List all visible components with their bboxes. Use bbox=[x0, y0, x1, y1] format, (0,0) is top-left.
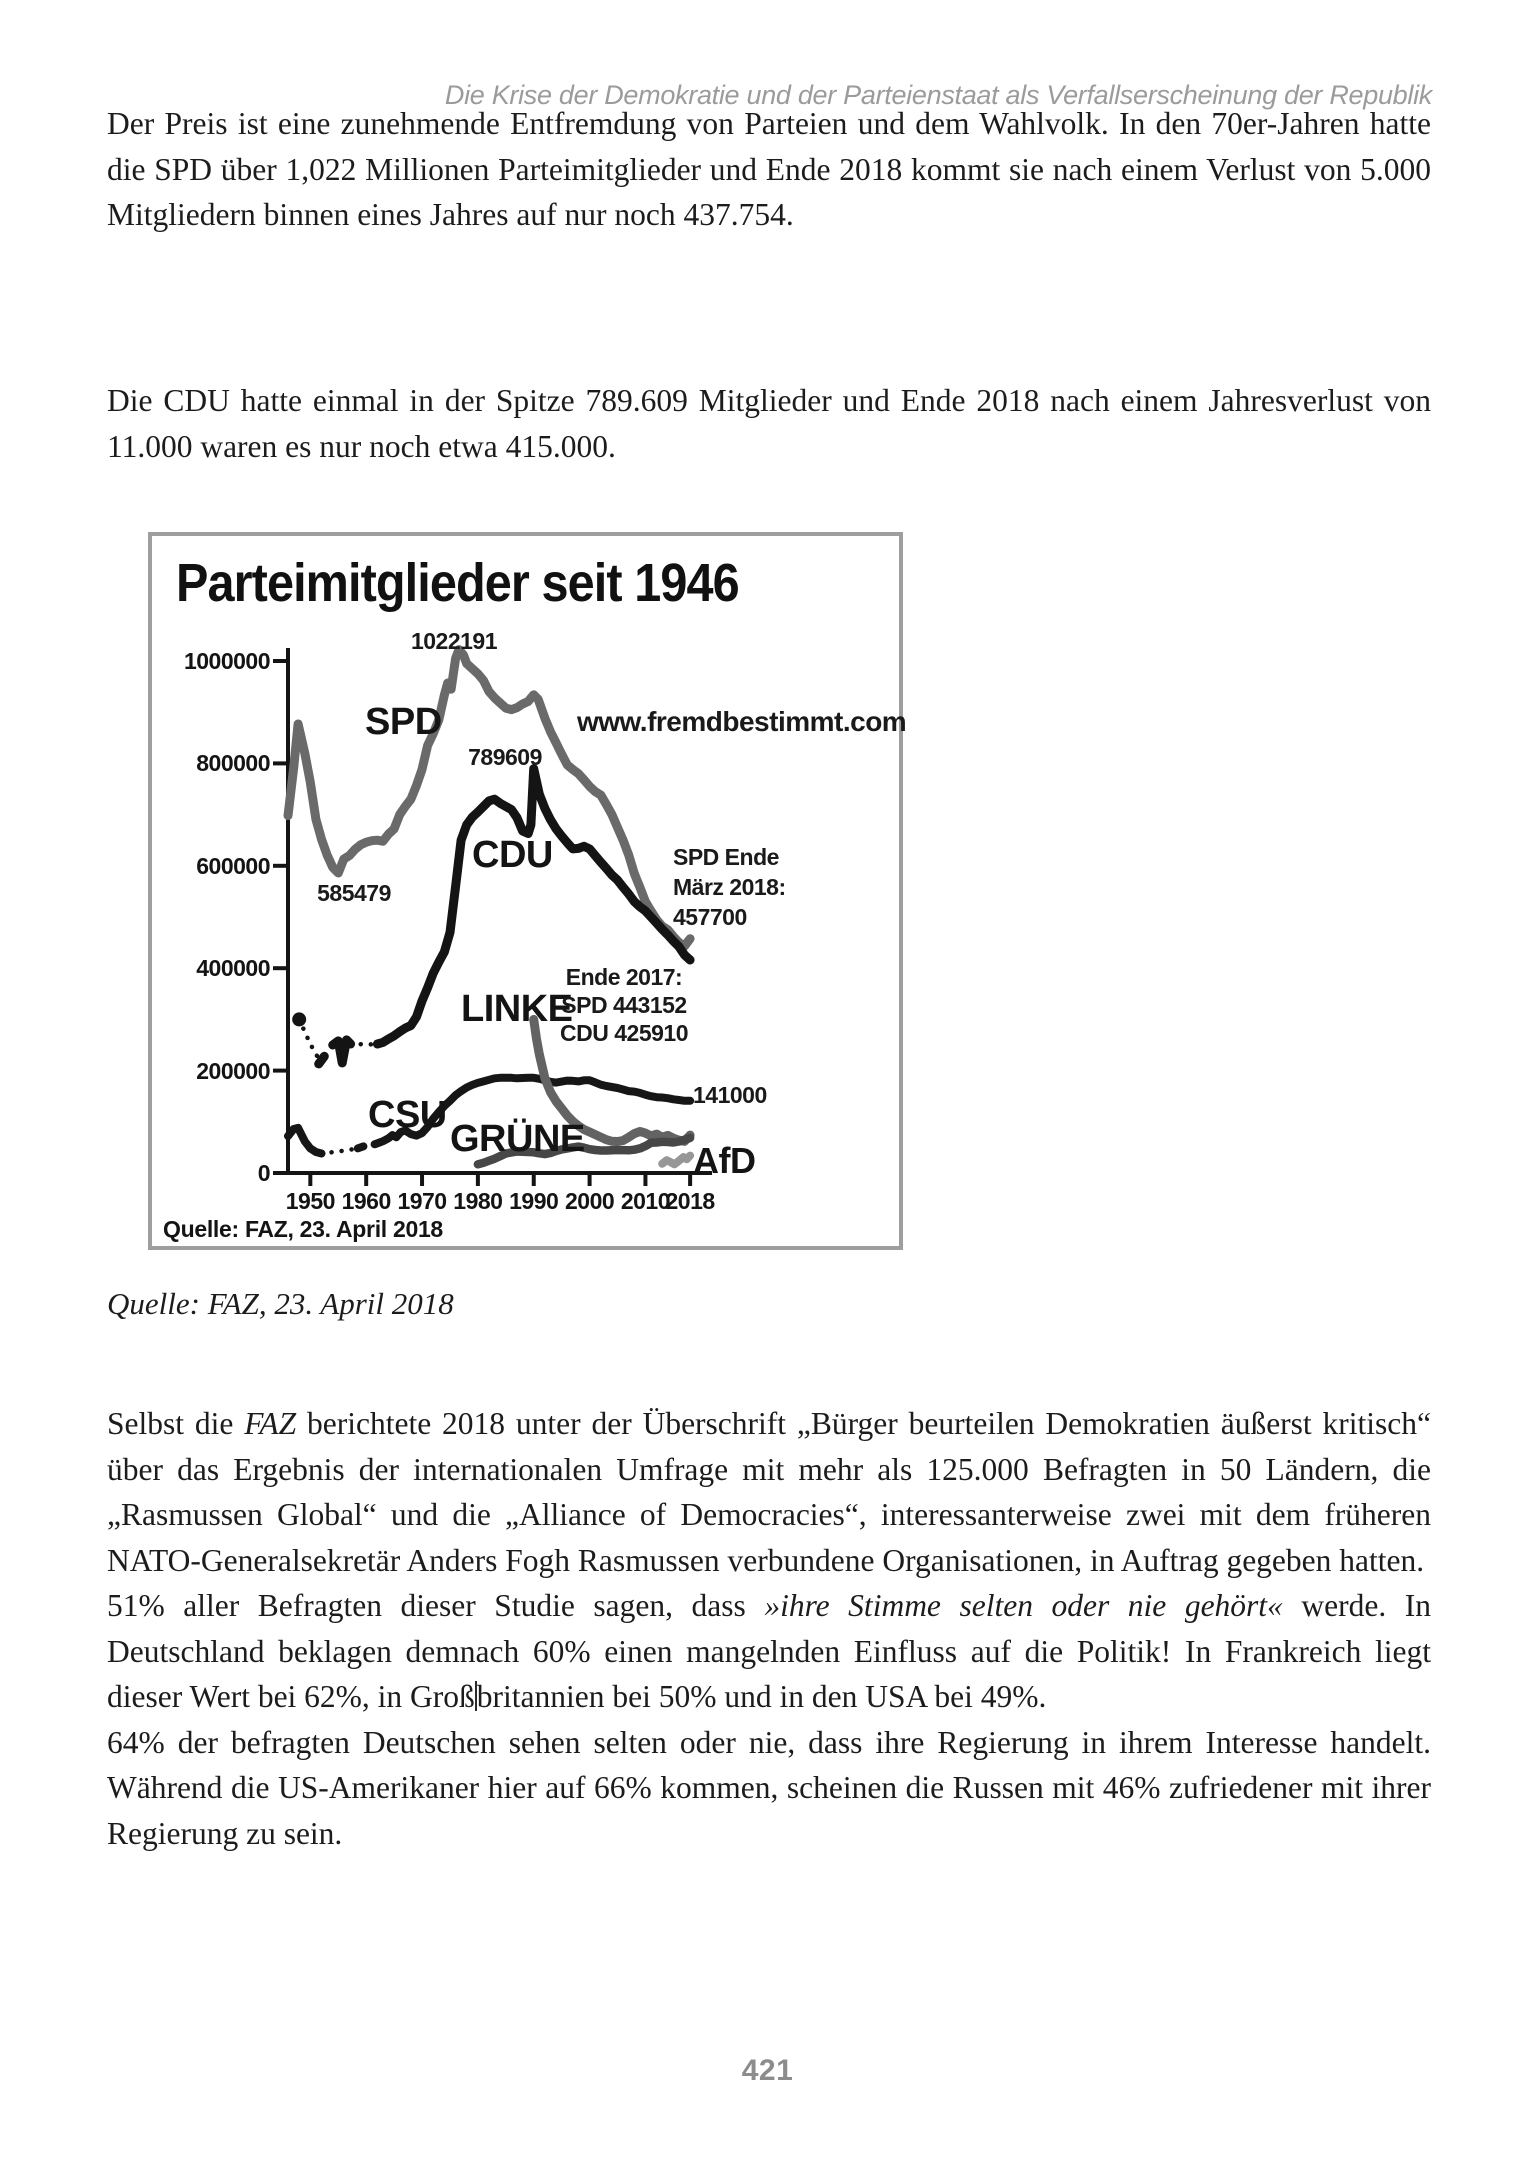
series-CDU-line bbox=[372, 764, 695, 1049]
annotation-line: März 2018: bbox=[673, 874, 786, 900]
running-header: Die Krise der Demokratie und der Parteie… bbox=[444, 80, 1432, 110]
x-axis-label: 1950 bbox=[285, 1188, 336, 1214]
series-label-cdu: CDU bbox=[472, 834, 553, 876]
series-CSU-line bbox=[284, 1123, 326, 1158]
x-axis-label: 2010 bbox=[620, 1188, 671, 1214]
x-axis-label: 1960 bbox=[341, 1188, 392, 1214]
series-CDU-dotted-segment bbox=[296, 1017, 324, 1067]
paragraph-faz-survey: Selbst die FAZ berichtete 2018 unter der… bbox=[107, 1406, 1431, 1578]
text-block: Selbst die FAZ berichtete 2018 unter der… bbox=[107, 1401, 1431, 1856]
annotation-spd-low-value: 585479 bbox=[317, 880, 391, 906]
annotation-line: Ende 2017: bbox=[565, 964, 683, 990]
series-CSU-line bbox=[370, 1073, 695, 1149]
chart-source-note: Quelle: FAZ, 23. April 2018 bbox=[163, 1216, 443, 1242]
annotation-line: CDU 425910 bbox=[560, 1020, 688, 1046]
annotation-line: SPD 443152 bbox=[561, 992, 687, 1018]
x-axis-label: 1990 bbox=[509, 1188, 559, 1214]
y-axis-label: 400000 bbox=[196, 955, 270, 982]
party-members-chart-figure: Parteimitglieder seit 1946 1000000 800000… bbox=[148, 532, 907, 1250]
y-axis-label: 1000000 bbox=[183, 648, 271, 674]
x-axis-label: 2018 bbox=[665, 1188, 716, 1214]
annotation-csu-end-value: 141000 bbox=[693, 1082, 767, 1108]
y-axis-label: 0 bbox=[257, 1160, 271, 1186]
y-axis-label: 600000 bbox=[196, 852, 270, 879]
series-CDU-line bbox=[314, 1051, 329, 1069]
chart-title: Parteimitglieder seit 1946 bbox=[176, 553, 740, 613]
series-SPD-line bbox=[283, 645, 695, 951]
series-label-spd: SPD bbox=[365, 701, 442, 743]
y-axis-label: 800000 bbox=[196, 750, 270, 777]
series-CDU-line bbox=[328, 1035, 356, 1068]
paragraph-government-trust: 64% der befragten Deutschen sehen selten… bbox=[107, 1724, 1431, 1851]
y-axis-label: 200000 bbox=[196, 1057, 270, 1084]
annotation-spd-march-2018: SPD Ende März 2018: 457700 bbox=[673, 842, 786, 932]
series-CDU-start-dot bbox=[292, 1012, 307, 1027]
figure-caption: Quelle: FAZ, 23. April 2018 bbox=[107, 1286, 454, 1321]
series-LINKE-line bbox=[529, 1014, 695, 1146]
annotation-spd-peak-value: 1022191 bbox=[410, 628, 498, 654]
series-label-linke: LINKE bbox=[461, 988, 573, 1030]
membership-line-chart bbox=[273, 645, 712, 1186]
text-cursor-artifact bbox=[474, 1681, 477, 1711]
paragraph-cdu-members: Die CDU hatte einmal in der Spitze 789.6… bbox=[107, 383, 1431, 464]
series-CSU-dotted-segment bbox=[319, 1146, 358, 1156]
annotation-ende-2017: Ende 2017: SPD 443152 CDU 425910 bbox=[559, 963, 689, 1047]
paragraph-survey-results: 51% aller Befragten dieser Studie sagen,… bbox=[107, 1588, 1431, 1714]
x-axis-label: 1970 bbox=[397, 1188, 447, 1214]
page-number: 421 bbox=[741, 2054, 794, 2087]
x-axis-label: 2000 bbox=[564, 1188, 615, 1214]
series-GRÜNE-line bbox=[473, 1133, 695, 1169]
annotation-cdu-peak-value: 789609 bbox=[468, 744, 542, 770]
annotation-line: 457700 bbox=[673, 904, 747, 930]
series-label-gruene: GRÜNE bbox=[450, 1118, 585, 1160]
series-label-afd: AfD bbox=[693, 1140, 756, 1181]
annotation-line: SPD Ende bbox=[673, 844, 779, 870]
series-label-csu: CSU bbox=[368, 1094, 447, 1136]
x-axis-label: 1980 bbox=[453, 1188, 503, 1214]
paragraph-spd-members: Der Preis ist eine zunehmende Entfremdun… bbox=[107, 106, 1431, 232]
watermark-url: www.fremdbestimmt.com bbox=[577, 706, 907, 737]
series-AfD-line bbox=[658, 1151, 695, 1169]
